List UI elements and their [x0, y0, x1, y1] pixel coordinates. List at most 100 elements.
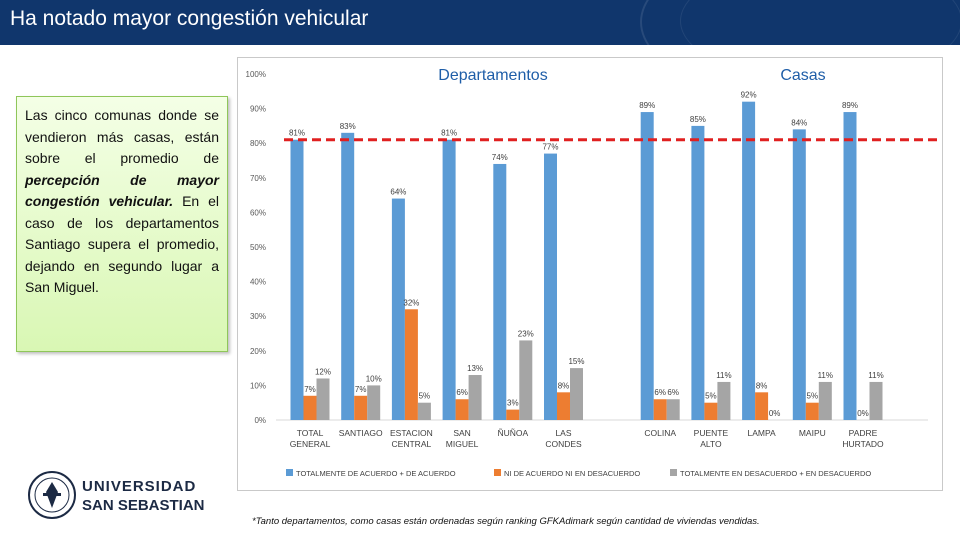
page-title: Ha notado mayor congestión vehicular: [10, 7, 369, 30]
category-label: PADRE: [849, 428, 878, 438]
category-label: ÑUÑOA: [497, 428, 528, 438]
data-label: 13%: [467, 364, 483, 373]
category-label: MAIPU: [799, 428, 826, 438]
bar-3: [666, 399, 680, 420]
data-label: 7%: [304, 385, 316, 394]
callout-text-part1: Las cinco comunas donde se vendieron más…: [25, 107, 219, 166]
bar-1: [290, 139, 304, 420]
category-label: CENTRAL: [392, 439, 432, 449]
data-label: 5%: [705, 392, 717, 401]
bar-3: [468, 375, 482, 420]
data-label: 8%: [558, 381, 570, 390]
bar-2: [557, 392, 570, 420]
bar-1: [493, 163, 507, 420]
data-label: 11%: [868, 371, 883, 380]
category-label: TOTAL: [297, 428, 324, 438]
bar-3: [367, 385, 381, 420]
legend-label-2: NI DE ACUERDO NI EN DESACUERDO: [504, 469, 640, 478]
data-label: 32%: [403, 298, 419, 307]
data-label: 23%: [518, 329, 534, 338]
data-label: 64%: [390, 188, 406, 197]
bar-1: [544, 153, 557, 420]
data-label: 84%: [791, 118, 807, 127]
logo-line2: SAN SEBASTIAN: [82, 497, 205, 514]
data-label: 74%: [492, 153, 508, 162]
callout-text-part2: En el caso de los departamentos Santiago…: [25, 193, 219, 295]
y-tick-label: 60%: [250, 208, 266, 217]
data-label: 6%: [667, 388, 679, 397]
bar-1: [792, 129, 806, 421]
bar-3: [316, 378, 330, 420]
header-seal-watermark-inner: [680, 0, 960, 45]
university-logo: UNIVERSIDAD SAN SEBASTIAN: [27, 470, 207, 526]
bar-chart: 0% 10% 20% 30% 40% 50% 60% 70% 80% 90% 100% 81% 83% 6…: [246, 67, 938, 478]
data-label: 0%: [857, 409, 869, 418]
group-title-departamentos: Departamentos: [438, 67, 547, 84]
data-label: 12%: [315, 367, 331, 376]
chart-container: 0% 10% 20% 30% 40% 50% 60% 70% 80% 90% 100% 81% 83% 6…: [237, 57, 943, 491]
bar-3: [869, 381, 883, 420]
data-label: 11%: [716, 371, 731, 380]
category-label: COLINA: [644, 428, 676, 438]
data-label: 15%: [568, 357, 584, 366]
bar-3: [519, 340, 533, 420]
legend-swatch-3: [670, 469, 677, 476]
data-label: 10%: [366, 374, 382, 383]
y-tick-label: 70%: [250, 174, 266, 183]
data-label: 6%: [654, 388, 666, 397]
callout-text: Las cinco comunas donde se vendieron más…: [25, 105, 219, 299]
data-label: 81%: [289, 129, 305, 138]
title-bar: Ha notado mayor congestión vehicular: [0, 0, 960, 45]
data-label: 89%: [842, 101, 858, 110]
bar-3: [570, 368, 583, 420]
data-label: 83%: [340, 122, 356, 131]
bar-2: [455, 399, 469, 420]
data-label: 5%: [419, 392, 431, 401]
bar-1: [843, 112, 857, 420]
legend-label-3: TOTALMENTE EN DESACUERDO + EN DESACUERDO: [680, 469, 871, 478]
y-tick-label: 0%: [254, 416, 266, 425]
bar-1: [341, 132, 355, 420]
bar-2: [653, 399, 667, 420]
legend-label-1: TOTALMENTE DE ACUERDO + DE ACUERDO: [296, 469, 456, 478]
bar-3: [818, 381, 832, 420]
header-seal-watermark: [640, 0, 960, 45]
y-tick-label: 10%: [250, 381, 266, 390]
bar-1: [391, 198, 405, 420]
bar-2: [805, 402, 819, 420]
group-title-casas: Casas: [780, 67, 825, 84]
bar-1: [742, 101, 756, 421]
y-tick-label: 80%: [250, 139, 266, 148]
y-tick-label: 90%: [250, 105, 266, 114]
bar-1: [691, 125, 705, 421]
category-label: ESTACION: [390, 428, 433, 438]
logo-line1: UNIVERSIDAD: [82, 478, 197, 495]
category-label: LAMPA: [748, 428, 777, 438]
university-seal-icon: [28, 471, 76, 519]
bar-1: [640, 112, 654, 420]
bar-2: [354, 395, 368, 420]
data-label: 6%: [456, 388, 468, 397]
bar-3: [717, 381, 731, 420]
summary-callout: Las cinco comunas donde se vendieron más…: [16, 96, 228, 352]
y-tick-label: 40%: [250, 278, 266, 287]
data-label: 0%: [769, 409, 781, 418]
y-tick-label: 20%: [250, 347, 266, 356]
callout-emphasis: percepción de mayor congestión vehicular…: [25, 171, 219, 210]
y-tick-label: 100%: [246, 70, 266, 79]
footnote: *Tanto departamentos, como casas están o…: [252, 516, 760, 527]
category-label: SAN: [453, 428, 470, 438]
category-label: PUENTE: [694, 428, 729, 438]
category-label: ALTO: [700, 439, 722, 449]
data-label: 81%: [441, 129, 457, 138]
category-label: CONDES: [545, 439, 582, 449]
bar-1: [442, 139, 456, 420]
category-label: SANTIAGO: [339, 428, 383, 438]
category-label: MIGUEL: [446, 439, 479, 449]
data-label: 77%: [542, 143, 558, 152]
legend-swatch-2: [494, 469, 501, 476]
bar-2: [506, 409, 520, 420]
data-label: 5%: [807, 392, 819, 401]
data-label: 3%: [507, 399, 519, 408]
bar-2: [755, 392, 769, 420]
